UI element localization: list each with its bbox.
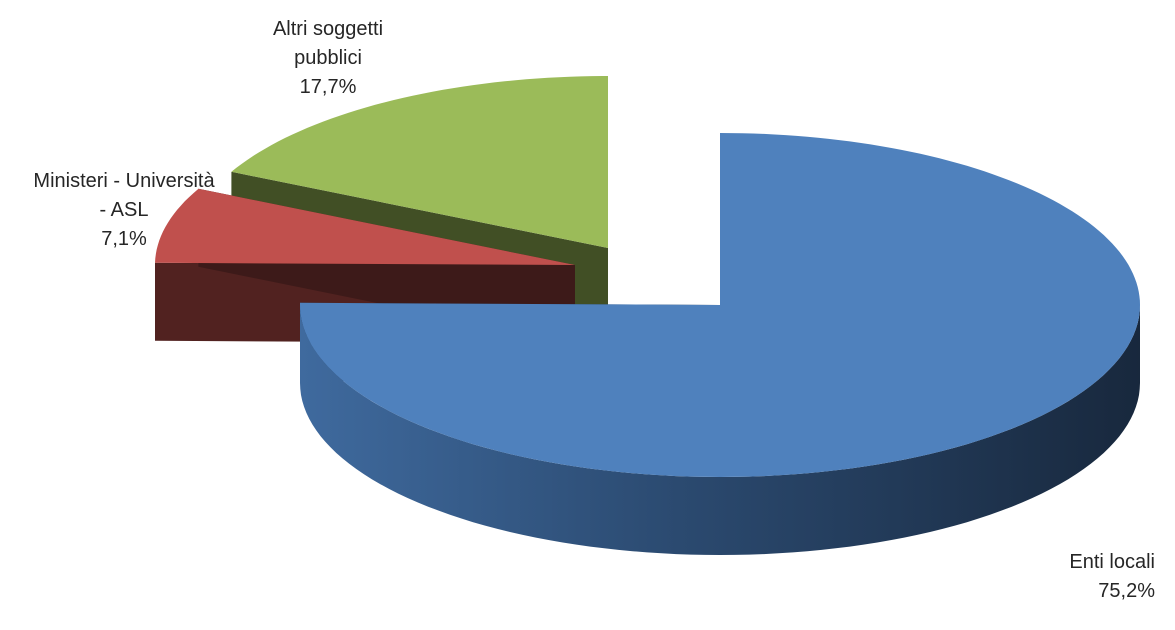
slice-outer-wall bbox=[300, 305, 1140, 555]
slice-name-line: Enti locali bbox=[1069, 551, 1155, 573]
slice-top-face bbox=[231, 76, 608, 248]
slice-label-altri-soggetti: Altri soggetti pubblici 17,7% bbox=[243, 15, 413, 102]
slice-top-face bbox=[300, 133, 1140, 477]
slice-name-line: pubblici bbox=[294, 47, 362, 69]
slice-value-label: 17,7% bbox=[299, 76, 357, 98]
pie-slice bbox=[300, 133, 1140, 555]
slice-name-line: Altri soggetti bbox=[272, 18, 384, 40]
slice-label-ministeri: Ministeri - Università - ASL 7,1% bbox=[8, 167, 240, 254]
slice-name-line: - ASL bbox=[99, 199, 149, 221]
slice-label-enti-locali: Enti locali 75,2% bbox=[1055, 548, 1155, 606]
slice-name-line: Ministeri - Università bbox=[33, 170, 215, 192]
slice-value-label: 75,2% bbox=[1098, 580, 1155, 602]
slice-value-label: 7,1% bbox=[101, 228, 147, 250]
slice-top-face bbox=[155, 188, 575, 265]
